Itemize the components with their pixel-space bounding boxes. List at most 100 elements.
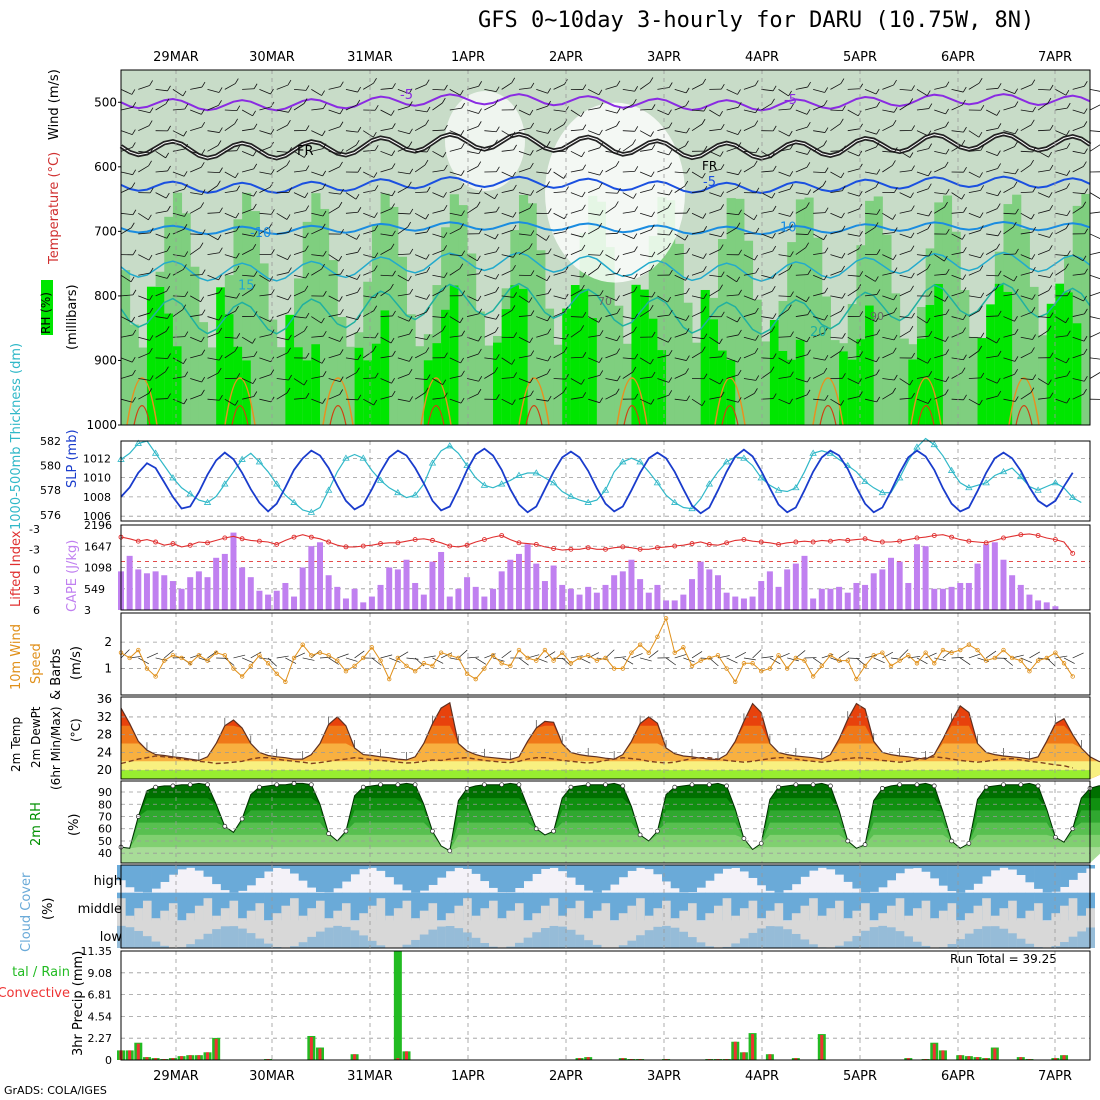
- cloud-low-fill: [964, 933, 974, 948]
- wind-speed-point: [949, 650, 954, 655]
- wind-barb-flag: [839, 118, 844, 124]
- wind-barb: [293, 210, 306, 214]
- thickness-point: [446, 442, 454, 449]
- rh-saturated-band: [726, 359, 736, 425]
- wind-barb-flag: [980, 225, 984, 231]
- wind-barb: [536, 171, 549, 174]
- cloud-mid-bar: [739, 892, 749, 921]
- cloud-low-bar: [454, 905, 464, 948]
- wind10m-barb: [146, 652, 159, 659]
- wind-barb-flag: [547, 88, 551, 94]
- wind-speed-point: [663, 616, 669, 621]
- wind-barb-flag: [426, 334, 431, 340]
- wind-barb-flag: [288, 107, 292, 113]
- wind-barb: [1020, 392, 1032, 400]
- cloud-low-bar: [713, 905, 723, 948]
- wind-barb: [224, 310, 236, 317]
- wind-barb-flag: [1083, 108, 1088, 114]
- thickness-point: [722, 458, 731, 465]
- cape-bar: [680, 594, 687, 610]
- cloud-low-fill: [731, 943, 741, 948]
- wind-speed-point: [395, 655, 401, 661]
- precip-ytick-9.08: 9.08: [88, 967, 113, 980]
- wind-barb-flag: [928, 250, 933, 257]
- wind-barb: [501, 269, 513, 276]
- cloud-high-bar: [177, 865, 187, 870]
- wind-speed-point: [932, 661, 937, 666]
- upper-ylabel-rh: RH (%): [39, 292, 53, 334]
- wind-barb-flag: [1066, 130, 1070, 136]
- wind-barb-flag: [980, 252, 984, 258]
- top-xtick-31MAR: 31MAR: [347, 50, 393, 65]
- wind-barb-flag: [649, 304, 654, 311]
- wind-speed-point: [291, 655, 297, 661]
- cloud-high-bar: [549, 865, 559, 868]
- rh-moist-band: [657, 196, 667, 425]
- wind-barb-flag: [720, 191, 725, 197]
- wind-barb: [1055, 187, 1067, 194]
- wind-barb-flag: [442, 151, 447, 158]
- wind-barb-flag: [374, 225, 379, 231]
- cloud-low-fill: [956, 939, 966, 948]
- contour-hot-surface: [427, 405, 445, 426]
- rh-saturated-band: [986, 304, 996, 425]
- wind-barb-flag: [201, 121, 206, 128]
- rh-moist-band: [622, 343, 632, 425]
- wind-speed-point: [819, 663, 824, 669]
- precip-convective-bar: [984, 1058, 988, 1060]
- wind-barb-flag: [478, 228, 483, 234]
- wind-barb: [639, 309, 651, 317]
- wind-barb-flag: [477, 121, 482, 127]
- cloud-low-fill: [514, 942, 524, 948]
- wind-barb-flag: [667, 296, 672, 303]
- wind-speed-point: [300, 642, 305, 647]
- wind-barb-flag: [807, 349, 811, 355]
- rh2m-point: [758, 841, 764, 846]
- wind-barb-flag: [772, 273, 777, 279]
- rh-saturated-band: [1003, 291, 1013, 425]
- wind-barb: [1020, 352, 1032, 359]
- cloud-low-fill: [160, 945, 170, 948]
- wind-barb: [830, 212, 842, 219]
- wind-barb-flag: [165, 326, 170, 332]
- wind-barb: [778, 309, 789, 317]
- rh-moist-band: [1081, 193, 1091, 425]
- rh2m-ytick-70: 70: [98, 810, 112, 823]
- bottom-xtick-5APR: 5APR: [843, 1069, 877, 1084]
- rh2m-point: [914, 782, 920, 788]
- wind-barb: [345, 104, 357, 111]
- cloud-mid-bar: [610, 892, 620, 921]
- li-ytick: -3: [29, 543, 40, 556]
- cape-bar: [446, 596, 453, 610]
- wind-barb-flag: [634, 86, 638, 92]
- wind-barb: [986, 395, 998, 400]
- cape-bar: [239, 567, 246, 610]
- wind-barb: [397, 88, 410, 95]
- wind-barb-flag: [495, 126, 500, 132]
- wind-speed-point: [196, 653, 202, 658]
- wind-barb-flag: [287, 347, 291, 354]
- cloud-low-fill: [1077, 931, 1087, 948]
- rh2m-point: [274, 782, 280, 788]
- cloud-low-bar: [1016, 918, 1026, 948]
- wind-barb-flag: [1066, 102, 1071, 109]
- cloud-low-bar: [973, 905, 983, 948]
- wind-speed-point: [525, 655, 530, 661]
- cloud-mid-bar: [618, 892, 628, 921]
- wind10m-barb: [960, 657, 971, 665]
- cape-bar: [602, 584, 609, 610]
- wind-barb: [1089, 316, 1100, 320]
- cape-bar: [377, 584, 384, 610]
- rh-moist-band: [692, 342, 702, 425]
- wind-barb: [674, 145, 686, 152]
- wind-barb: [588, 375, 600, 379]
- wind-barb-flag: [945, 349, 950, 355]
- thickness-point: [549, 479, 558, 486]
- wind-barb: [242, 396, 254, 400]
- cloud-mid-bar: [393, 892, 403, 921]
- wind-barb: [484, 316, 497, 320]
- wind-barb: [986, 315, 999, 317]
- wind-barb: [778, 376, 791, 379]
- wind-barb: [778, 398, 790, 405]
- wind-barb-flag: [322, 210, 327, 217]
